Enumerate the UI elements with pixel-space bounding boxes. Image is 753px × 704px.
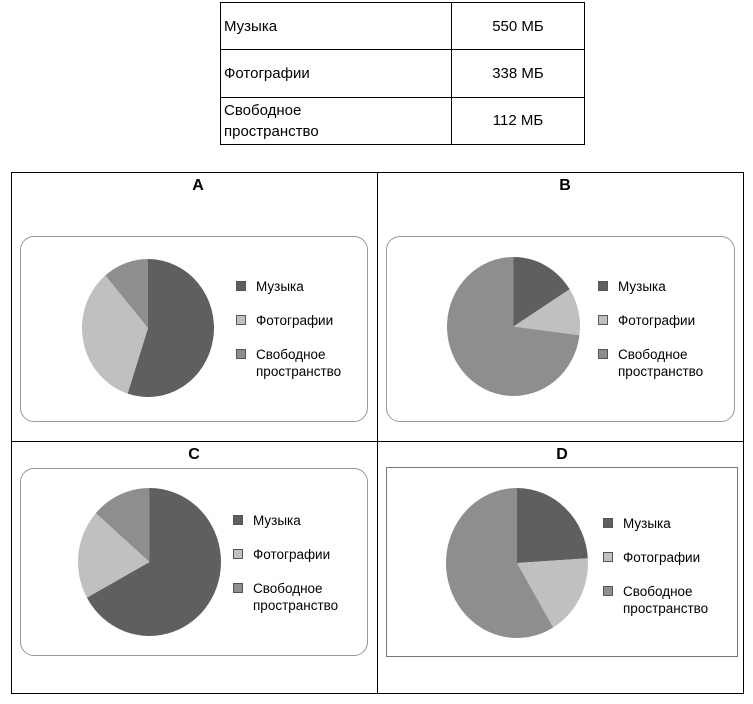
table-cell-value: 338 МБ bbox=[450, 49, 586, 98]
pie-slice-music bbox=[127, 259, 215, 397]
legend-swatch-photos bbox=[236, 315, 246, 325]
legend-swatch-free bbox=[233, 583, 243, 593]
storage-table: Музыка 550 МБ Фотографии 338 МБ Свободно… bbox=[220, 1, 586, 146]
pie-slice-music bbox=[513, 257, 570, 327]
legend-label-music: Музыка bbox=[623, 516, 671, 531]
legend-label-photos: Фотографии bbox=[623, 550, 701, 565]
legend-label-music: Музыка bbox=[253, 513, 301, 528]
pie-slice-photos bbox=[82, 275, 148, 394]
pie-slice-free bbox=[95, 488, 150, 562]
table-cell-label: Свободное пространство bbox=[220, 96, 452, 146]
table-cell-label: Музыка bbox=[220, 1, 452, 51]
legend-label-free: Свободное пространство bbox=[253, 581, 339, 613]
table-row: Фотографии 338 МБ bbox=[220, 49, 586, 98]
legend-label-free: Свободное пространство bbox=[618, 347, 704, 379]
legend-swatch-free bbox=[603, 586, 613, 596]
pie-slice-music bbox=[86, 488, 221, 636]
legend-swatch-free bbox=[598, 349, 608, 359]
grid-divider-horizontal bbox=[11, 441, 744, 442]
pie-slice-music bbox=[517, 488, 588, 563]
chart-a-panel bbox=[20, 236, 368, 422]
table-cell-value: 112 МБ bbox=[450, 96, 586, 146]
legend-swatch-photos bbox=[603, 552, 613, 562]
legend-label-free: Свободное пространство bbox=[623, 584, 709, 616]
table-row: Свободное пространство 112 МБ bbox=[220, 96, 586, 146]
chart-d-pie bbox=[446, 488, 588, 638]
table-row: Музыка 550 МБ bbox=[220, 1, 586, 51]
legend-swatch-music bbox=[598, 281, 608, 291]
legend-label-music: Музыка bbox=[256, 279, 304, 294]
table-cell-label: Фотографии bbox=[220, 49, 452, 98]
pie-slice-photos bbox=[78, 513, 150, 598]
pie-slice-photos bbox=[517, 558, 588, 628]
legend-swatch-photos bbox=[598, 315, 608, 325]
legend-label-music: Музыка bbox=[618, 279, 666, 294]
chart-b-label: B bbox=[559, 177, 571, 194]
legend-label-free: Свободное пространство bbox=[256, 347, 342, 379]
chart-c-label: C bbox=[188, 446, 200, 463]
legend-label-photos: Фотографии bbox=[256, 313, 334, 328]
legend-swatch-photos bbox=[233, 549, 243, 559]
legend-label-photos: Фотографии bbox=[618, 313, 696, 328]
pie-slice-free bbox=[105, 259, 148, 328]
chart-b-pie bbox=[447, 257, 580, 396]
legend-swatch-music bbox=[236, 281, 246, 291]
chart-c-pie bbox=[78, 488, 221, 636]
pie-slice-photos bbox=[513, 289, 580, 336]
grid-divider-vertical bbox=[377, 172, 378, 694]
chart-a-pie bbox=[82, 259, 215, 397]
legend-label-photos: Фотографии bbox=[253, 547, 331, 562]
pie-slice-free bbox=[446, 488, 554, 638]
table-cell-value: 550 МБ bbox=[450, 1, 586, 51]
legend-swatch-free bbox=[236, 349, 246, 359]
chart-a-label: A bbox=[192, 177, 204, 194]
legend-swatch-music bbox=[233, 515, 243, 525]
chart-d-label: D bbox=[556, 446, 568, 463]
legend-swatch-music bbox=[603, 518, 613, 528]
pie-slice-free bbox=[447, 257, 580, 396]
